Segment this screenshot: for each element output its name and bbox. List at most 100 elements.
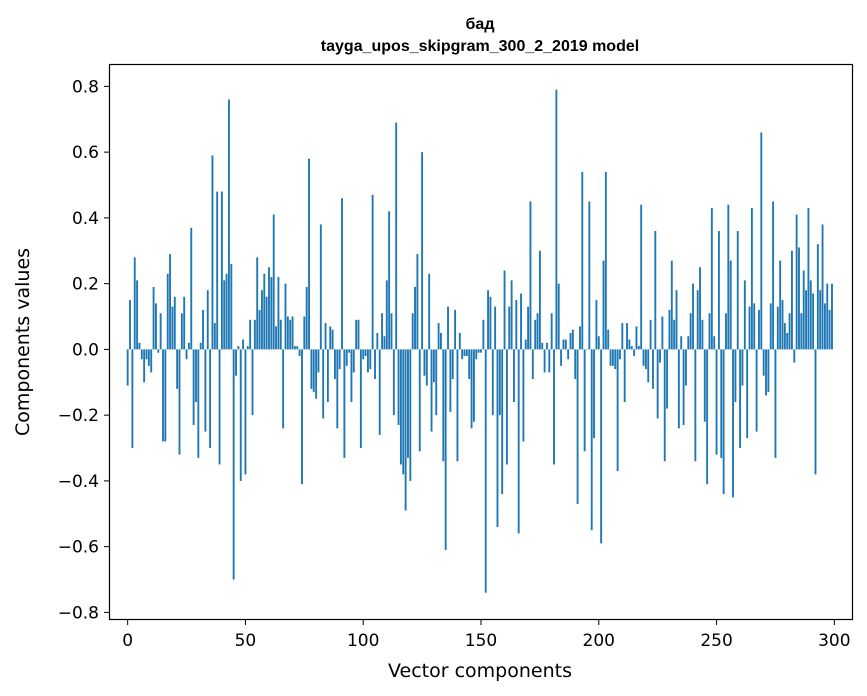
bar-29 — [195, 349, 197, 403]
bar-122 — [414, 286, 416, 350]
bar-171 — [529, 201, 532, 350]
bar-48 — [239, 349, 242, 481]
bar-178 — [546, 342, 548, 350]
bar-189 — [571, 329, 574, 350]
bar-220 — [644, 349, 647, 370]
bar-163 — [510, 280, 513, 350]
bar-105 — [374, 349, 376, 379]
bar-281 — [788, 313, 791, 350]
y-axis-label: Components values — [12, 248, 34, 436]
bar-107 — [378, 349, 381, 435]
x-tick-label: 100 — [347, 631, 379, 651]
bar-77 — [308, 158, 310, 350]
bar-86 — [329, 326, 332, 350]
bar-153 — [487, 290, 489, 350]
bar-128 — [428, 273, 431, 350]
bar-170 — [527, 306, 530, 350]
bar-154 — [489, 296, 492, 350]
bar-155 — [491, 349, 494, 416]
bar-94 — [348, 349, 351, 353]
bar-284 — [795, 214, 798, 350]
bar-229 — [666, 349, 669, 409]
bar-216 — [635, 326, 638, 350]
bar-144 — [465, 349, 468, 356]
bar-268 — [758, 309, 760, 350]
bar-223 — [652, 349, 654, 389]
bar-213 — [628, 339, 631, 350]
y-tick-label: 0.6 — [72, 143, 99, 163]
bar-75 — [303, 316, 306, 350]
bar-95 — [350, 349, 353, 403]
bar-249 — [713, 336, 716, 350]
bar-91 — [341, 198, 343, 350]
bar-67 — [284, 283, 287, 350]
bar-65 — [279, 319, 282, 350]
bar-279 — [783, 323, 786, 350]
bar-227 — [661, 316, 664, 350]
bar-203 — [604, 171, 607, 350]
bar-134 — [442, 349, 445, 462]
bar-138 — [451, 349, 454, 379]
bar-238 — [687, 336, 690, 350]
bar-74 — [301, 349, 303, 485]
bar-257 — [732, 349, 734, 498]
bar-121 — [411, 313, 414, 350]
bar-211 — [623, 349, 626, 403]
bar-175 — [538, 250, 541, 350]
bar-88 — [334, 349, 336, 379]
bar-212 — [626, 323, 628, 350]
bar-136 — [447, 306, 449, 350]
bar-234 — [677, 349, 680, 429]
bar-198 — [593, 349, 595, 439]
bar-184 — [560, 349, 563, 366]
bar-117 — [402, 349, 405, 475]
bar-239 — [689, 313, 692, 350]
bar-112 — [390, 313, 393, 350]
bar-33 — [204, 349, 207, 432]
bar-120 — [409, 349, 412, 481]
bar-228 — [663, 349, 666, 462]
bar-174 — [536, 313, 539, 350]
bar-294 — [819, 290, 822, 350]
bar-210 — [621, 323, 624, 350]
bar-207 — [614, 349, 617, 370]
bar-156 — [494, 306, 497, 350]
bar-285 — [798, 247, 800, 350]
bar-221 — [647, 349, 650, 383]
bar-60 — [268, 267, 270, 350]
bar-18 — [169, 254, 171, 350]
bar-9 — [147, 349, 150, 366]
chart-title-line2: tayga_upos_skipgram_300_2_2019 model — [321, 38, 639, 55]
bar-205 — [609, 349, 612, 366]
bar-183 — [557, 283, 560, 350]
bar-46 — [235, 349, 237, 376]
bar-116 — [399, 349, 402, 465]
y-axis-ticks: −0.8 −0.6 −0.4 −0.2 0.0 0.2 0.4 0.6 0.8 — [58, 77, 110, 623]
bar-280 — [786, 332, 789, 350]
bar-291 — [812, 293, 815, 350]
bar-222 — [649, 319, 652, 350]
bar-54 — [253, 319, 256, 350]
bar-21 — [176, 349, 179, 389]
bar-114 — [395, 122, 398, 350]
bar-246 — [706, 349, 709, 485]
bar-36 — [211, 155, 214, 350]
bar-194 — [583, 349, 586, 452]
bar-208 — [616, 349, 619, 472]
y-tick-label: −0.8 — [58, 603, 99, 623]
y-tick-label: −0.6 — [58, 538, 99, 558]
bar-232 — [673, 319, 676, 350]
bar-82 — [319, 224, 322, 350]
bar-103 — [369, 349, 372, 370]
bar-202 — [602, 260, 605, 350]
bar-99 — [359, 349, 362, 449]
bar-119 — [407, 349, 409, 458]
bar-5 — [138, 342, 141, 350]
bar-253 — [722, 349, 725, 495]
bar-272 — [767, 349, 770, 393]
bar-31 — [199, 342, 202, 350]
bar-38 — [216, 191, 219, 350]
bar-146 — [470, 349, 473, 429]
bar-269 — [760, 132, 763, 350]
bar-135 — [444, 349, 447, 550]
